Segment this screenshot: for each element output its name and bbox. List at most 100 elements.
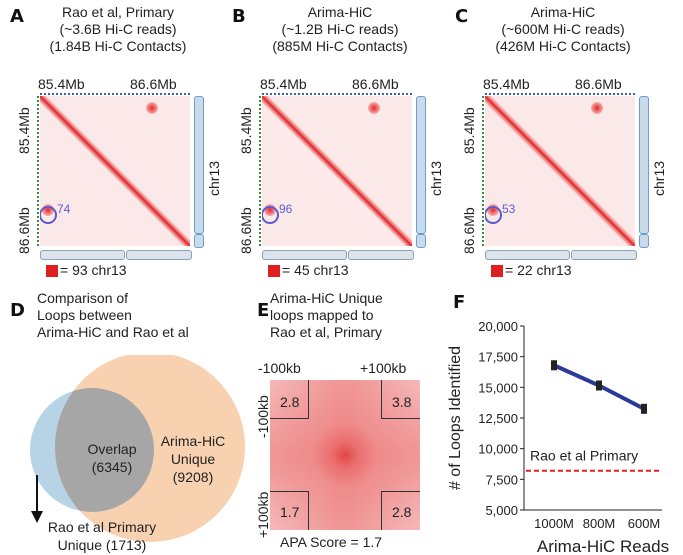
y-tick-label: 17,500 xyxy=(478,350,518,365)
apa-top-right-label: +100kb xyxy=(360,360,407,376)
panel-letter-b: B xyxy=(232,6,246,27)
y-tick-label: 15,000 xyxy=(478,380,518,395)
legend-color-swatch xyxy=(491,265,503,277)
legend-text: = 93 chr13 xyxy=(60,262,127,278)
gene-track-vertical xyxy=(416,234,426,248)
x-tick-label: 600M xyxy=(628,516,661,531)
gene-track-horizontal xyxy=(570,250,637,260)
apa-box-top-left xyxy=(270,380,309,419)
contact-heatmap xyxy=(262,96,412,246)
panel-title-line-1: Arima-HiC xyxy=(530,4,596,20)
left-tick-label: 85.4Mb xyxy=(238,107,254,154)
venn-arima-label: Arima-HiC Unique (9208) xyxy=(148,432,238,486)
apa-value-bottom-right: 2.8 xyxy=(392,504,412,520)
venn-overlap-label: Overlap (6345) xyxy=(72,440,152,476)
gene-track-vertical xyxy=(639,96,649,234)
apa-box-bottom-left xyxy=(270,491,309,530)
venn-arima-text-1: Arima-HiC xyxy=(160,433,226,449)
left-tick-label: 85.4Mb xyxy=(16,107,32,154)
y-tick-label: 20,000 xyxy=(478,319,518,334)
panel-letter-d: D xyxy=(10,300,25,321)
top-tick-label: 85.4Mb xyxy=(38,76,85,92)
data-point xyxy=(641,403,647,414)
venn-arrow-head xyxy=(31,511,43,523)
reference-line-label: Rao et al Primary xyxy=(530,448,638,464)
top-tick-label: 86.6Mb xyxy=(575,76,622,92)
panel-title: Rao et al, Primary (~3.6B Hi-C reads) (1.8… xyxy=(28,4,208,55)
apa-title-line-1: Arima-HiC Unique xyxy=(270,290,383,306)
apa-left-top-label: -100kb xyxy=(255,395,271,438)
y-tick-label: 12,500 xyxy=(478,411,518,426)
left-coordinate-dots xyxy=(37,96,39,246)
x-tick-label: 1000M xyxy=(534,516,574,531)
panel-title-line-2: (~3.6B Hi-C reads) xyxy=(59,21,177,37)
left-tick-label: 86.6Mb xyxy=(461,207,477,254)
apa-title: Arima-HiC Unique loops mapped to Rao et … xyxy=(270,290,383,341)
x-tick-label: 800M xyxy=(583,516,616,531)
panel-title-line-2: (~600M Hi-C reads) xyxy=(501,21,625,37)
panel-letter-e: E xyxy=(257,300,270,321)
x-axis-label: Arima-HiC Reads xyxy=(537,537,669,554)
legend-text: = 22 chr13 xyxy=(505,262,572,278)
gene-track-vertical xyxy=(194,96,204,234)
loop-circle xyxy=(485,206,502,224)
loops-line-chart: 5,000 7,500 10,000 12,500 15,000 17,500 20,000… xyxy=(447,319,669,554)
contact-heatmap xyxy=(485,96,635,246)
apa-value-top-left: 2.8 xyxy=(280,394,300,410)
top-tick-label: 86.6Mb xyxy=(130,76,177,92)
top-tick-label: 86.6Mb xyxy=(352,76,399,92)
apa-title-line-2: loops mapped to xyxy=(270,307,374,323)
venn-overlap-count: (6345) xyxy=(91,459,133,475)
top-tick-label: 85.4Mb xyxy=(483,76,530,92)
loop-circle xyxy=(262,206,279,224)
apa-top-left-label: -100kb xyxy=(258,360,301,376)
data-point xyxy=(596,380,602,391)
gene-track-horizontal xyxy=(485,250,570,260)
venn-arima-count: (9208) xyxy=(172,469,214,485)
legend-color-swatch xyxy=(268,265,280,277)
gene-track-horizontal xyxy=(125,250,192,260)
y-tick-label: 5,000 xyxy=(485,503,518,518)
venn-overlap-text: Overlap xyxy=(87,441,137,457)
left-coordinate-dots xyxy=(482,96,484,246)
apa-box-bottom-right xyxy=(381,491,420,530)
left-tick-label: 86.6Mb xyxy=(16,207,32,254)
gene-track-vertical xyxy=(416,96,426,234)
panel-title-line-1: Rao et al, Primary xyxy=(61,4,175,20)
contact-hotspot xyxy=(368,102,380,114)
top-coordinate-dots xyxy=(485,93,635,95)
venn-title-line-1: Comparison of xyxy=(37,290,129,306)
venn-rao-text: Rao et al Primary xyxy=(47,519,157,535)
legend-text: = 45 chr13 xyxy=(282,262,349,278)
contact-heatmap xyxy=(40,96,190,246)
panel-title-line-1: Arima-HiC xyxy=(307,4,373,20)
apa-value-top-right: 3.8 xyxy=(392,394,412,410)
panel-title: Arima-HiC (~1.2B Hi-C reads) (885M Hi-C Co… xyxy=(250,4,430,55)
top-tick-label: 85.4Mb xyxy=(260,76,307,92)
loop-count-label: 53 xyxy=(502,202,516,216)
chr-label-right: chr13 xyxy=(651,160,667,196)
chr-label-right: chr13 xyxy=(428,160,444,196)
gene-track-horizontal xyxy=(40,250,125,260)
legend-color-swatch xyxy=(46,265,58,277)
venn-title-line-2: Loops between xyxy=(37,307,132,323)
apa-heatmap: 2.8 3.8 1.7 2.8 xyxy=(270,380,420,530)
panel-letter-f: F xyxy=(453,292,466,313)
apa-value-bottom-left: 1.7 xyxy=(280,504,300,520)
y-tick-label: 7,500 xyxy=(485,472,518,487)
y-tick-label: 10,000 xyxy=(478,442,518,457)
left-tick-label: 85.4Mb xyxy=(461,107,477,154)
panel-title-line-3: (426M Hi-C Contacts) xyxy=(495,38,631,54)
chr-label-right: chr13 xyxy=(206,160,222,196)
venn-title-line-3: Arima-HiC and Rao et al xyxy=(37,324,189,340)
left-coordinate-dots xyxy=(259,96,261,246)
venn-title: Comparison of Loops between Arima-HiC an… xyxy=(37,290,189,341)
gene-track-vertical xyxy=(194,234,204,248)
apa-box-top-right xyxy=(381,380,420,419)
venn-diagram xyxy=(30,355,245,542)
data-point xyxy=(551,360,557,371)
venn-overlap-region xyxy=(55,388,154,512)
gene-track-horizontal xyxy=(262,250,347,260)
apa-score: APA Score = 1.7 xyxy=(280,534,383,550)
contact-hotspot xyxy=(591,102,603,114)
